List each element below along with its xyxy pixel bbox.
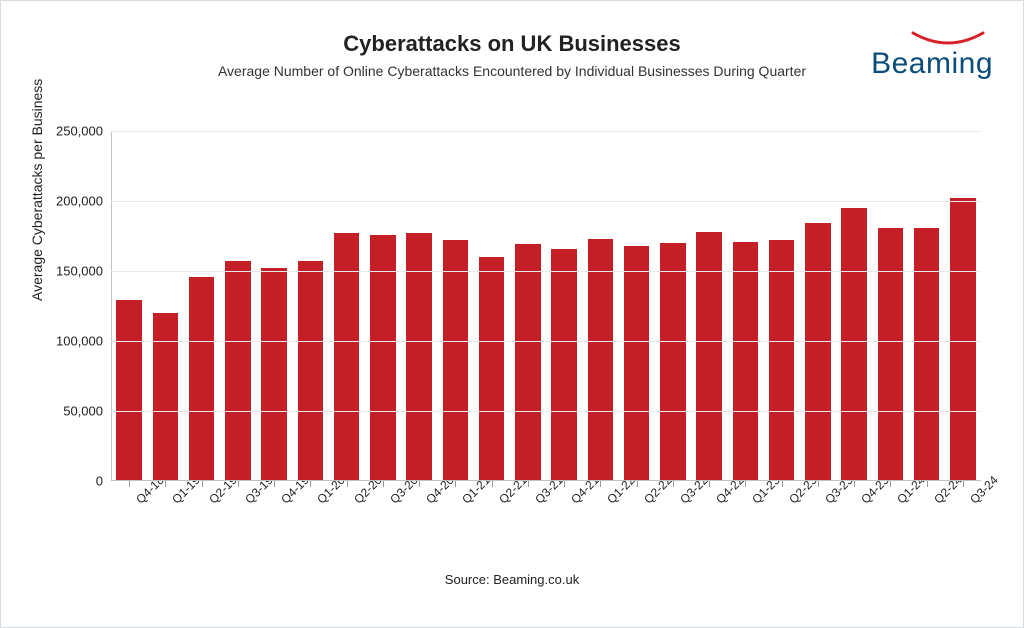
bar-slot: Q2-21: [474, 131, 510, 481]
x-tick: [528, 481, 529, 487]
bar-slot: Q1-21: [437, 131, 473, 481]
bar: [443, 240, 468, 481]
bar: [769, 240, 794, 481]
bar-slot: Q4-22: [691, 131, 727, 481]
bar-slot: Q4-19: [256, 131, 292, 481]
bar: [479, 257, 504, 481]
x-tick: [274, 481, 275, 487]
chart-titles: Cyberattacks on UK Businesses Average Nu…: [1, 31, 1023, 79]
grid-line: [111, 411, 981, 412]
x-tick: [455, 481, 456, 487]
x-tick: [782, 481, 783, 487]
x-tick: [745, 481, 746, 487]
bar: [551, 249, 576, 481]
x-tick: [238, 481, 239, 487]
x-tick: [709, 481, 710, 487]
bar: [515, 244, 540, 481]
bar-slot: Q2-23: [764, 131, 800, 481]
bar-slot: Q3-20: [365, 131, 401, 481]
grid-line: [111, 341, 981, 342]
x-tick: [854, 481, 855, 487]
bar: [298, 261, 323, 481]
x-tick: [492, 481, 493, 487]
bar: [950, 198, 975, 481]
bar-slot: Q3-24: [945, 131, 981, 481]
bar-slot: Q3-22: [655, 131, 691, 481]
chart-title: Cyberattacks on UK Businesses: [1, 31, 1023, 57]
x-axis-line: [111, 480, 981, 481]
bar-slot: Q2-19: [184, 131, 220, 481]
bar-slot: Q2-22: [619, 131, 655, 481]
x-tick: [419, 481, 420, 487]
y-axis-title: Average Cyberattacks per Business: [29, 79, 45, 301]
bar-slot: Q1-22: [582, 131, 618, 481]
bar: [733, 242, 758, 481]
bar-slot: Q4-20: [401, 131, 437, 481]
bar-slot: Q3-23: [800, 131, 836, 481]
bar: [841, 208, 866, 481]
grid-line: [111, 271, 981, 272]
bar: [914, 228, 939, 481]
bar: [878, 228, 903, 481]
x-tick: [129, 481, 130, 487]
bar: [189, 277, 214, 481]
x-tick: [673, 481, 674, 487]
bar-slot: Q2-24: [909, 131, 945, 481]
bar: [116, 300, 141, 481]
x-tick: [347, 481, 348, 487]
x-tick: [927, 481, 928, 487]
y-tick-label: 0: [96, 474, 111, 489]
y-tick-label: 200,000: [56, 194, 111, 209]
bar-slot: Q3-21: [510, 131, 546, 481]
chart-frame: Beaming Cyberattacks on UK Businesses Av…: [0, 0, 1024, 628]
chart-source: Source: Beaming.co.uk: [1, 572, 1023, 587]
x-tick: [165, 481, 166, 487]
x-tick: [600, 481, 601, 487]
x-tick: [564, 481, 565, 487]
x-tick: [818, 481, 819, 487]
bar-slot: Q4-18: [111, 131, 147, 481]
y-tick-label: 50,000: [63, 404, 111, 419]
bar: [805, 223, 830, 481]
grid-line: [111, 201, 981, 202]
x-tick: [963, 481, 964, 487]
chart-subtitle: Average Number of Online Cyberattacks En…: [1, 63, 1023, 79]
grid-line: [111, 131, 981, 132]
bar-slot: Q4-23: [836, 131, 872, 481]
bar-slot: Q2-20: [329, 131, 365, 481]
bar: [660, 243, 685, 481]
y-tick-label: 250,000: [56, 124, 111, 139]
bar-slot: Q1-23: [727, 131, 763, 481]
x-tick: [383, 481, 384, 487]
bar-slot: Q1-20: [292, 131, 328, 481]
bar: [588, 239, 613, 481]
plot-area: Q4-18Q1-19Q2-19Q3-19Q4-19Q1-20Q2-20Q3-20…: [111, 131, 981, 481]
x-tick: [310, 481, 311, 487]
y-tick-label: 100,000: [56, 334, 111, 349]
bars-container: Q4-18Q1-19Q2-19Q3-19Q4-19Q1-20Q2-20Q3-20…: [111, 131, 981, 481]
bar: [261, 268, 286, 481]
bar: [153, 313, 178, 481]
x-tick: [637, 481, 638, 487]
bar: [624, 246, 649, 481]
bar-slot: Q3-19: [220, 131, 256, 481]
bar: [225, 261, 250, 481]
y-tick-label: 150,000: [56, 264, 111, 279]
bar-slot: Q1-19: [147, 131, 183, 481]
bar-slot: Q4-21: [546, 131, 582, 481]
x-tick: [890, 481, 891, 487]
bar: [696, 232, 721, 481]
x-tick: [202, 481, 203, 487]
bar-slot: Q1-24: [872, 131, 908, 481]
